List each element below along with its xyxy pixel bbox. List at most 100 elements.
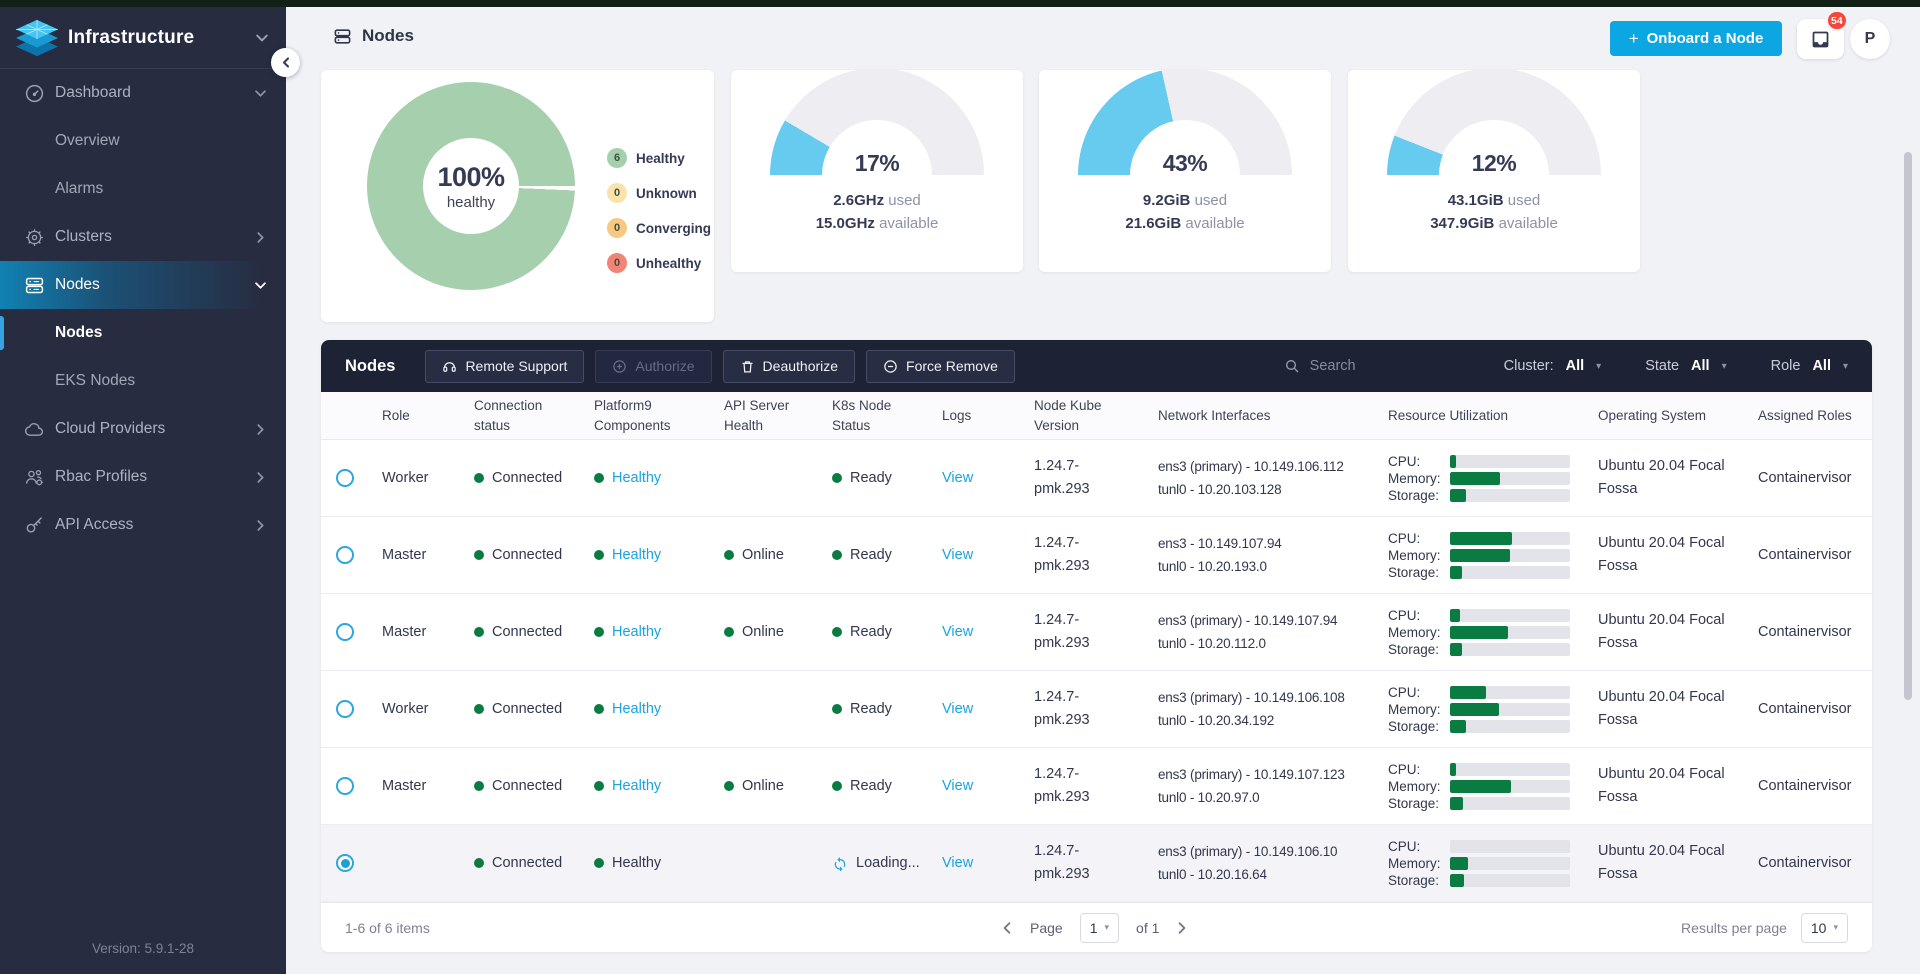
sidebar-item-clusters[interactable]: Clusters [0,213,286,261]
view-logs-link[interactable]: View [942,624,974,640]
row-select-radio[interactable] [336,623,354,641]
view-logs-link[interactable]: View [942,701,974,717]
table-row[interactable]: Master Connected Healthy Online Ready View 1.2… [321,594,1872,671]
circle-minus-icon [884,359,897,373]
sidebar-item-label: Rbac Profiles [55,468,148,485]
health-donut-center: 100% healthy [423,138,519,234]
utilization-memory: Memory: [1388,548,1573,563]
cell-role: Master [382,624,427,640]
storage-bar-track [1450,873,1570,887]
sidebar-item-dashboard[interactable]: Dashboard [0,69,286,117]
utilization-cpu: CPU: [1388,762,1573,777]
view-logs-link[interactable]: View [942,470,974,486]
deauthorize-button[interactable]: Deauthorize [722,349,856,383]
sidebar-item-eks-nodes[interactable]: EKS Nodes [0,357,286,405]
remote-support-button[interactable]: Remote Support [425,349,585,383]
healthy-link[interactable]: Healthy [612,701,662,717]
status-dot-icon [594,704,604,714]
cell-kube-version: 1.24.7-pmk.293 [1034,843,1090,882]
cell-connection-status: Connected [461,778,581,794]
user-avatar[interactable]: P [1850,19,1890,59]
sidebar-item-api-access[interactable]: API Access [0,501,286,549]
view-logs-link[interactable]: View [942,855,974,871]
view-logs-link[interactable]: View [942,547,974,563]
filter-label: Role [1770,358,1801,374]
used-word: used [1194,192,1228,209]
notifications-button[interactable]: 54 [1797,10,1848,59]
legend-item-unknown: 0 Unknown [607,183,711,203]
sidebar-collapse-button[interactable] [271,48,300,77]
table-row[interactable]: Worker Connected Healthy Ready View 1.24.7-pm… [321,671,1872,748]
state-filter[interactable]: State All ▾ [1645,358,1726,374]
node-health-card: 100% healthy 6 Healthy 0 Unknown 0 Conve… [321,70,714,322]
authorize-button[interactable]: Authorize [595,349,712,383]
sidebar-item-cloud-providers[interactable]: Cloud Providers [0,405,286,453]
table-row[interactable]: Worker Connected Healthy Ready View 1.24.7-pm… [321,440,1872,517]
available-value: 15.0GHz [815,215,875,232]
sidebar-item-label: Overview [55,132,120,149]
cell-role: Worker [382,470,429,486]
storage-percent: 12% [1471,150,1517,176]
row-select-radio[interactable] [336,546,354,564]
row-select-radio[interactable] [336,777,354,795]
table-body: Worker Connected Healthy Ready View 1.24.7-pm… [321,440,1872,902]
chevron-right-icon [255,231,266,243]
search-icon [1285,360,1299,373]
available-word: available [879,215,939,232]
vertical-scrollbar[interactable] [1904,152,1912,700]
filter-label: State [1645,358,1680,374]
status-dot-icon [474,781,484,791]
healthy-link[interactable]: Healthy [612,624,662,640]
results-select[interactable]: 10 ▾ [1800,912,1848,943]
sidebar-item-nodes[interactable]: Nodes [0,261,286,309]
healthy-link[interactable]: Healthy [612,778,662,794]
cell-platform9-components: Healthy [581,701,711,717]
cluster-filter[interactable]: Cluster: All ▾ [1504,358,1602,374]
sidebar-item-rbac-profiles[interactable]: Rbac Profiles [0,453,286,501]
cell-connection-status: Connected [461,624,581,640]
memory-bar-track [1450,779,1570,793]
page-select[interactable]: 1 ▾ [1079,912,1120,943]
page-of-label: of 1 [1136,919,1160,936]
table-row[interactable]: Connected Healthy Loading... View 1.24.7-pmk… [321,825,1872,902]
caret-down-icon: ▾ [1833,922,1838,932]
results-value: 10 [1810,919,1827,936]
memory-bar-track [1450,548,1570,562]
column-node-kube-version: Node Kube Version [1034,397,1102,433]
storage-bar-track [1450,642,1570,656]
sidebar-item-nodes-sub[interactable]: Nodes [0,309,286,357]
healthy-link[interactable]: Healthy [612,547,662,563]
status-dot-icon [724,550,734,560]
sidebar-menu: Dashboard Overview Alarms Clusters Nodes… [0,69,286,549]
sidebar-header[interactable]: Infrastructure [0,7,286,69]
cell-role: Master [382,778,427,794]
row-select-radio[interactable] [336,854,354,872]
row-select-radio[interactable] [336,469,354,487]
cpu-bar-fill [1450,608,1460,622]
page-next-button[interactable] [1176,921,1188,934]
table-row[interactable]: Master Connected Healthy Online Ready View 1.2… [321,748,1872,825]
row-select-radio[interactable] [336,700,354,718]
sidebar-item-overview[interactable]: Overview [0,117,286,165]
utilization-cpu: CPU: [1388,685,1573,700]
force-remove-button[interactable]: Force Remove [866,349,1015,383]
cell-platform9-components: Healthy [581,547,711,563]
cell-operating-system: Ubuntu 20.04 Focal Fossa [1598,458,1725,497]
onboard-node-button[interactable]: + Onboard a Node [1610,21,1782,56]
cell-logs: View [929,547,1021,563]
utilization-storage: Storage: [1388,488,1573,503]
role-filter[interactable]: Role All ▾ [1771,358,1848,374]
search-input[interactable] [1309,358,1460,374]
memory-bar-fill [1450,471,1501,485]
sidebar-item-label: API Access [55,516,134,533]
button-label: Deauthorize [762,358,839,374]
healthy-link[interactable]: Healthy [612,470,662,486]
cell-assigned-roles: Containervisor [1758,546,1852,563]
memory-bar-track [1450,702,1570,716]
sidebar-item-alarms[interactable]: Alarms [0,165,286,213]
table-row[interactable]: Master Connected Healthy Online Ready View 1.2… [321,517,1872,594]
view-logs-link[interactable]: View [942,778,974,794]
storage-bar-track [1450,565,1570,579]
page-previous-button[interactable] [1001,921,1013,934]
cell-assigned-roles: Containervisor [1758,777,1852,794]
